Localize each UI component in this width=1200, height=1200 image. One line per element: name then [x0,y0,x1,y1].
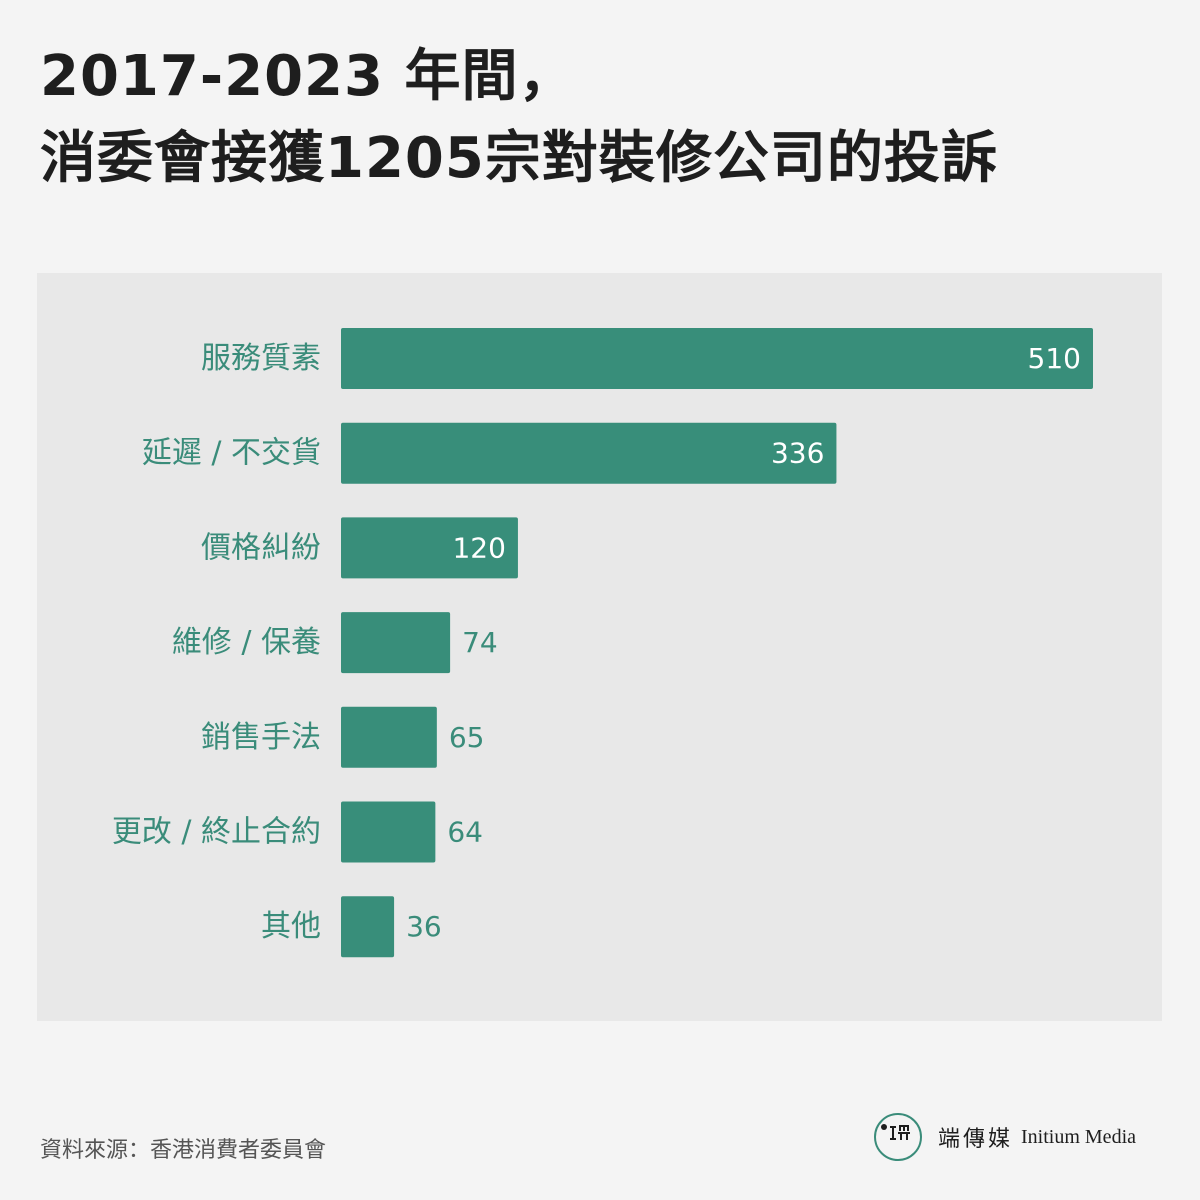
value-label-1: 336 [771,437,824,470]
title-line-1: 2017-2023 年間， [40,44,576,109]
brand-name-zh: 端傳媒 [938,1127,1014,1152]
chart-panel: 服務質素 510 延遲 / 不交貨 336 價格糾紛 120 維修 / 保養 74 銷售手法 65… [37,273,1162,1021]
title-line-2: 消委會接獲1205宗對裝修公司的投訴 [40,126,998,191]
bar-5 [341,801,436,863]
bar-6 [341,896,395,958]
chart-title: 2017-2023 年間， 消委會接獲1205宗對裝修公司的投訴 [40,36,998,200]
bar-2 [341,517,518,579]
source-note: 資料來源：香港消費者委員會 [40,1138,327,1163]
value-label-2: 120 [452,531,505,564]
bar-3 [341,612,451,674]
category-label-1: 延遲 / 不交貨 [142,436,321,471]
value-label-5: 64 [447,816,483,849]
category-label-0: 服務質素 [201,341,321,376]
value-label-0: 510 [1028,342,1081,375]
category-label-5: 更改 / 終止合約 [112,815,321,850]
brand-name-en: Initium Media [1021,1125,1136,1148]
initium-logo-icon [874,1113,922,1161]
value-label-6: 36 [406,910,442,943]
brand: 端傳媒 Initium Media [874,1113,1136,1161]
category-label-2: 價格糾紛 [201,530,321,565]
bar-0 [341,328,1093,389]
value-label-4: 65 [449,721,485,754]
bar-1 [341,422,837,484]
value-label-3: 74 [462,626,498,659]
bar-chart: 服務質素 510 延遲 / 不交貨 336 價格糾紛 120 維修 / 保養 74 銷售手法 65… [112,328,1093,958]
bar-4 [341,706,437,768]
category-label-4: 銷售手法 [201,720,321,755]
category-label-6: 其他 [261,909,321,944]
category-label-3: 維修 / 保養 [172,625,321,660]
